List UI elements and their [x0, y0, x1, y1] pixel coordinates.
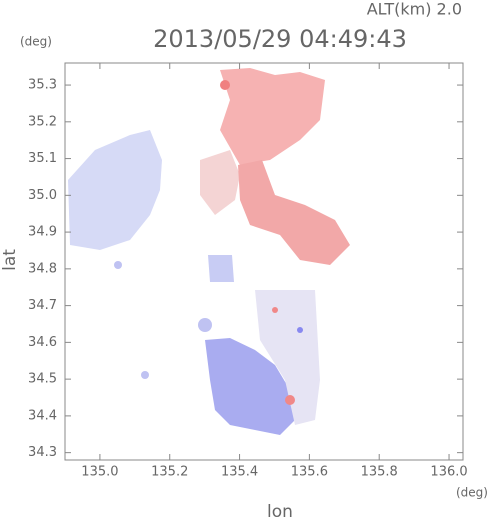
y-tick-label: 34.8: [28, 261, 57, 276]
echo-blue: [114, 261, 122, 269]
y-tick-label: 35.1: [28, 151, 57, 166]
echo-red: [285, 395, 295, 405]
plot-frame: [64, 62, 464, 461]
echo-blue: [297, 327, 303, 333]
y-tick-label: 34.6: [28, 335, 57, 350]
y-tick-label: 34.5: [28, 372, 57, 387]
x-tick-label: 135.2: [151, 465, 188, 480]
y-tick-label: 34.9: [28, 225, 57, 240]
y-tick-label: 35.2: [28, 114, 57, 129]
y-unit: (deg): [20, 35, 52, 49]
echo-red: [220, 68, 325, 165]
x-unit: (deg): [456, 486, 488, 500]
x-tick-label: 135.4: [221, 465, 258, 480]
y-tick-label: 34.3: [28, 445, 57, 460]
echo-red: [238, 160, 350, 265]
chart-title: 2013/05/29 04:49:43: [153, 25, 407, 53]
x-tick-label: 135.8: [361, 465, 398, 480]
echo-blue: [208, 255, 234, 282]
echo-red: [272, 307, 278, 313]
x-axis-label: lon: [267, 502, 293, 521]
echo-blue: [205, 338, 295, 435]
y-axis-label: lat: [0, 249, 20, 271]
echo-blue: [68, 130, 162, 250]
echo-blue: [141, 371, 149, 379]
y-tick-label: 34.4: [28, 408, 57, 423]
echo-red: [200, 150, 240, 215]
x-tick-label: 136.0: [430, 465, 467, 480]
echo-mixed: [255, 290, 320, 425]
velocity-field: [68, 68, 350, 435]
y-tick-label: 34.7: [28, 298, 57, 313]
echo-red: [220, 80, 230, 90]
echo-blue: [198, 318, 212, 332]
x-tick-label: 135.0: [81, 465, 118, 480]
x-tick-label: 135.6: [291, 465, 328, 480]
altitude-label: ALT(km) 2.0: [367, 0, 462, 19]
y-tick-label: 35.3: [28, 78, 57, 93]
y-tick-label: 35.0: [28, 188, 57, 203]
